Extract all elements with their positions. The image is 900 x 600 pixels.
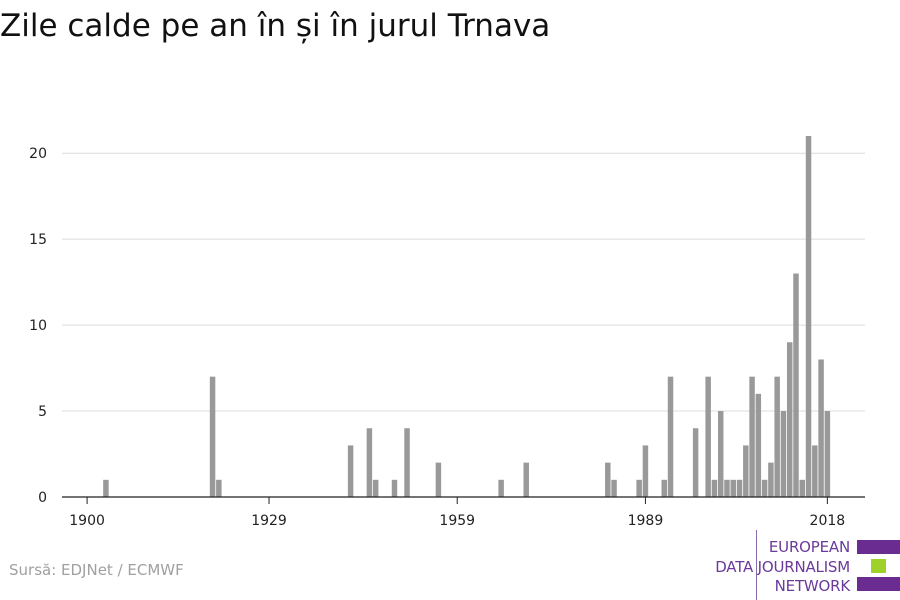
bar-1983 [605,462,611,497]
bar-2016 [812,445,818,497]
bar-1997 [692,428,699,497]
bar-2006 [749,376,755,497]
x-tick-label: 1900 [69,513,105,529]
logo-line-data-journalism: DATA JOURNALISM [715,558,850,576]
bar-2015 [805,136,812,497]
y-axis: 0 5 10 15 20 [29,146,47,506]
y-tick-label: 5 [38,404,47,420]
y-tick-label: 0 [38,490,47,506]
x-tick-label: 1959 [439,513,475,529]
logo-bar-purple-top [857,540,900,554]
bar-2010 [774,376,780,497]
bar-1949 [391,479,398,497]
bar-2000 [711,479,718,497]
logo-divider [756,530,757,600]
bar-1993 [667,376,674,497]
bar-2014 [799,479,806,497]
bar-1921 [216,479,222,497]
bar-2003 [730,479,736,497]
bar-2007 [755,393,762,497]
logo-line-network: NETWORK [774,577,851,595]
bar-2001 [717,411,724,497]
logo-bar-purple-bottom [857,577,900,591]
bar-1966 [498,479,504,497]
bar-2018 [824,411,831,497]
bar-2011 [780,411,787,497]
x-tick-label: 2018 [810,513,846,529]
gridlines [62,152,865,412]
bars [103,136,831,497]
bar-2005 [743,445,749,497]
bar-1956 [435,462,442,497]
source-note: Sursă: EDJNet / ECMWF [9,561,184,579]
edjnet-logo: EUROPEAN DATA JOURNALISM NETWORK [700,530,900,600]
logo-bar-green [871,559,886,573]
bar-1970 [523,462,529,497]
bar-2017 [818,359,824,497]
bar-2004 [736,479,743,497]
bar-2012 [786,342,793,497]
bar-1903 [103,479,109,497]
bar-2013 [793,273,799,497]
bar-1945 [366,428,373,497]
logo-line-european: EUROPEAN [768,538,850,556]
bar-2008 [761,479,768,497]
bar-1946 [372,479,379,497]
bar-1942 [347,445,354,497]
bar-1992 [661,479,667,497]
bar-2002 [724,479,730,497]
bar-1951 [404,428,410,497]
x-axis: 1900 1929 1959 1989 2018 [62,496,865,529]
bar-2009 [768,462,774,497]
bar-1920 [209,376,216,497]
x-tick-label: 1989 [628,513,664,529]
bar-1999 [705,376,711,497]
y-tick-label: 20 [29,146,47,162]
x-tick-label: 1929 [251,513,287,529]
y-tick-label: 15 [29,232,47,248]
y-tick-label: 10 [29,318,47,334]
chart-title: Zile calde pe an în și în jurul Trnava [0,8,551,44]
bar-1989 [642,445,649,497]
bar-1984 [611,479,617,497]
bar-1988 [636,479,642,497]
